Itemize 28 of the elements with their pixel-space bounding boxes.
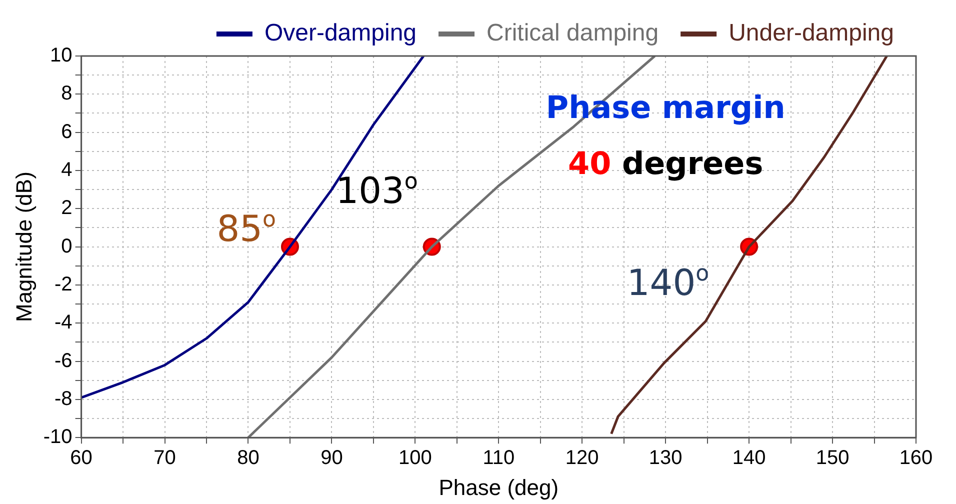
x-tick-label: 150 <box>816 447 850 470</box>
y-tick-label: -2 <box>54 273 72 296</box>
x-axis-title: Phase (deg) <box>438 474 559 500</box>
legend-label: Over-damping <box>264 20 417 47</box>
y-tick-label: 10 <box>50 44 72 67</box>
y-tick-label: 4 <box>61 158 72 181</box>
y-tick-label: 8 <box>61 82 72 105</box>
x-tick-label: 100 <box>398 447 432 470</box>
y-tick-label: 6 <box>61 120 72 143</box>
y-tick-label: 0 <box>61 235 72 258</box>
y-tick-label: 2 <box>61 197 72 220</box>
x-tick-label: 140 <box>732 447 766 470</box>
x-tick-label: 90 <box>320 447 343 470</box>
legend-label: Critical damping <box>486 20 659 47</box>
x-tick-label: 110 <box>482 447 515 470</box>
x-tick-label: 130 <box>648 447 682 470</box>
legend-label: Under-damping <box>728 20 894 47</box>
x-tick-label: 80 <box>237 447 260 470</box>
y-tick-label: -4 <box>54 312 72 334</box>
x-tick-label: 70 <box>154 447 176 470</box>
y-tick-label: -8 <box>54 388 72 410</box>
x-tick-label: 60 <box>70 447 92 470</box>
y-tick-label: -6 <box>54 350 72 372</box>
y-tick-label: -10 <box>43 426 72 448</box>
x-tick-label: 120 <box>565 447 599 470</box>
y-axis-title: Magnitude (dB) <box>11 172 36 322</box>
annotation: 40 degrees <box>568 146 764 182</box>
x-tick-label: 160 <box>899 447 933 470</box>
